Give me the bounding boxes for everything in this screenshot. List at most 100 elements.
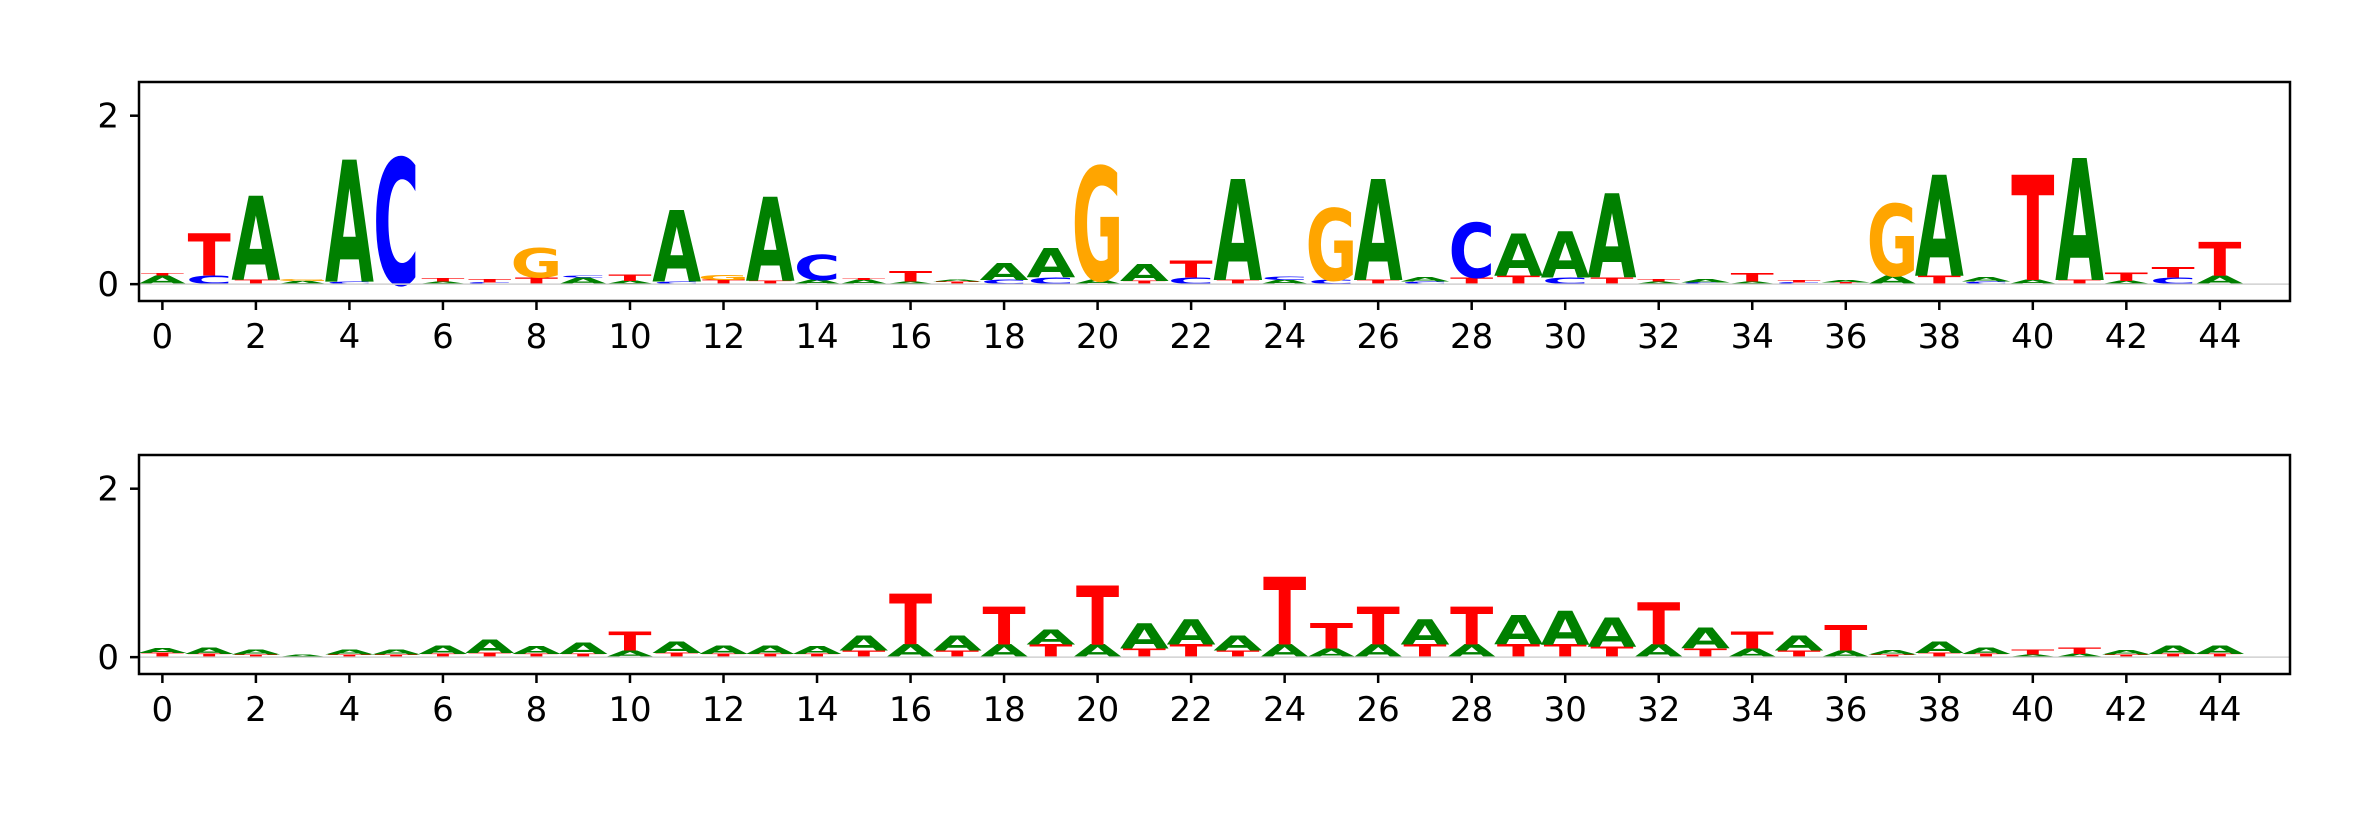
logo-letter-c: C [794, 249, 840, 289]
axes-frame [137, 80, 2292, 303]
x-tick-label: 8 [526, 317, 548, 357]
x-tick-label: 36 [1824, 690, 1867, 730]
x-tick-label: 30 [1544, 690, 1587, 730]
logo-letter-t: T [1871, 654, 1915, 658]
x-tick-label: 14 [795, 690, 838, 730]
x-tick-label: 40 [2011, 690, 2054, 730]
logo-letter-a: A [2008, 654, 2057, 658]
logo-letter-t: T [1357, 596, 1401, 657]
y-tick-label: 0 [97, 265, 119, 305]
x-tick-label: 28 [1450, 690, 1493, 730]
logo-letter-t: T [515, 653, 559, 658]
logo-letter-a: A [325, 648, 374, 656]
logo-letter-a: A [933, 631, 983, 655]
logo-letter-t: T [608, 272, 651, 283]
logo-letter-a: A [652, 191, 701, 305]
logo-letter-a: A [746, 174, 795, 308]
x-tick-label: 34 [1731, 317, 1774, 357]
logo-letter-a: A [1073, 641, 1122, 661]
logo-letter-a: A [1120, 260, 1169, 287]
logo-letter-g: G [1305, 190, 1357, 304]
logo-letter-c: C [1963, 281, 2009, 285]
logo-letter-t: T [2198, 234, 2241, 287]
logo-letter-c: C [326, 281, 372, 285]
logo-letter-t: T [2105, 654, 2149, 658]
logo-letter-a: A [886, 281, 935, 285]
x-tick-label: 8 [526, 690, 548, 730]
logo-letter-a: A [1681, 622, 1730, 656]
logo-letter-c: C [1448, 209, 1494, 295]
logo-letter-a: A [1447, 641, 1496, 661]
logo-letter-a: A [980, 641, 1029, 661]
logo-letter-t: T [1637, 592, 1680, 659]
logo-letter-a: A [1354, 153, 1403, 314]
logo-letter-g: G [1867, 185, 1919, 299]
x-tick-label: 44 [2198, 317, 2241, 357]
logo-letter-g: G [698, 273, 750, 281]
logo-letter-a: A [2055, 125, 2104, 319]
logo-letter-a: A [1868, 649, 1917, 656]
logo-letter-g: G [277, 279, 329, 282]
logo-letter-a: A [1026, 626, 1076, 650]
logo-letter-t: T [1544, 641, 1588, 661]
logo-letter-a: A [1775, 631, 1825, 655]
logo-letter-t: T [2058, 279, 2102, 286]
x-tick-label: 2 [245, 690, 267, 730]
logo-letter-a: A [1494, 223, 1543, 290]
logo-letter-t: T [842, 649, 885, 660]
logo-letter-a: A [559, 639, 608, 658]
logo-letter-t: T [141, 272, 185, 276]
logo-letter-a: A [1400, 613, 1450, 653]
logo-letter-a: A [980, 259, 1029, 286]
logo-letter-a: A [1354, 641, 1403, 661]
x-tick-label: 6 [432, 690, 454, 730]
logo-letter-c: C [1028, 276, 1074, 287]
x-tick-label: 0 [152, 690, 174, 730]
logo-letter-a: A [1260, 641, 1309, 661]
logo-letter-a: A [2102, 649, 2151, 656]
logo-letter-a: A [1962, 276, 2011, 283]
x-tick-label: 42 [2105, 317, 2148, 357]
logo-letter-a: A [793, 279, 842, 286]
logo-letter-c: C [1261, 276, 1307, 281]
logo-letter-a: A [839, 631, 889, 655]
logo-letter-t: T [234, 654, 278, 658]
logo-letter-t: T [702, 279, 746, 286]
logo-letter-a: A [886, 641, 935, 661]
logo-letter-t: T [2058, 645, 2101, 656]
x-tick-label: 16 [889, 317, 932, 357]
logo-letter-c: C [1168, 276, 1214, 287]
x-tick-label: 38 [1918, 317, 1961, 357]
logo-letter-t: T [2198, 653, 2242, 658]
logo-letter-a: A [1728, 281, 1777, 285]
x-tick-label: 22 [1169, 317, 1212, 357]
logo-letter-t: T [1403, 641, 1447, 661]
logo-letter-a: A [1213, 631, 1263, 655]
logo-letter-t: T [1310, 617, 1353, 657]
x-tick-label: 44 [2198, 690, 2241, 730]
logo-letter-c: C [467, 282, 513, 285]
x-tick-label: 28 [1450, 317, 1493, 357]
logo-letter-t: T [1170, 257, 1214, 284]
logo-letter-t: T [1497, 641, 1541, 661]
logo-letter-t: T [795, 653, 839, 658]
logo-letter-a: A [1400, 276, 1449, 283]
logo-letter-a: A [278, 654, 327, 658]
x-tick-label: 26 [1357, 317, 1400, 357]
x-tick-label: 38 [1918, 690, 1961, 730]
logo-letter-t: T [1964, 653, 2008, 658]
logo-letter-a: A [2055, 653, 2104, 658]
logo-letter-t: T [1170, 641, 1214, 661]
logo-letter-t: T [889, 580, 932, 661]
logo-letter-t: T [468, 278, 512, 283]
logo-letter-a: A [138, 646, 187, 654]
x-tick-label: 12 [702, 690, 745, 730]
logo-letter-a: A [2195, 643, 2244, 656]
logo-letter-a: A [652, 638, 701, 657]
logo-letter-a: A [2149, 643, 2198, 656]
logo-letter-a: A [1541, 218, 1590, 292]
logo-letter-c: C [1776, 282, 1822, 285]
logo-letter-t: T [188, 653, 232, 658]
logo-letter-c: C [981, 279, 1027, 286]
